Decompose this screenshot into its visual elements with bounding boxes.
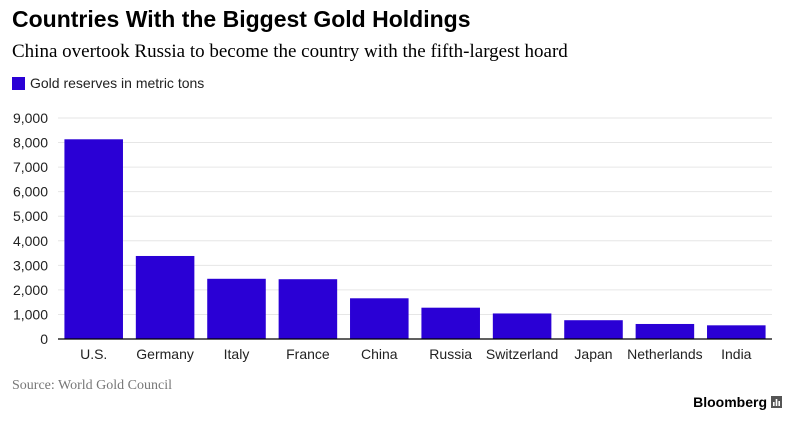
x-tick-label: Switzerland (486, 346, 558, 362)
bar (278, 279, 338, 339)
bar (564, 320, 623, 339)
bar (707, 325, 766, 339)
x-tick-label: Russia (429, 346, 472, 362)
x-tick-label: India (721, 346, 752, 362)
x-tick-label: U.S. (80, 346, 107, 362)
x-tick-label: Japan (574, 346, 612, 362)
bar (350, 298, 409, 339)
y-tick-label: 3,000 (13, 257, 48, 273)
y-tick-label: 6,000 (13, 184, 48, 200)
brand-name: Bloomberg (693, 394, 767, 410)
bar (207, 278, 266, 339)
source-note: Source: World Gold Council (12, 378, 172, 393)
chart-title: Countries With the Biggest Gold Holdings (12, 6, 471, 32)
y-tick-label: 8,000 (13, 135, 48, 151)
chart-subtitle: China overtook Russia to become the coun… (12, 41, 568, 62)
x-tick-label: Netherlands (627, 346, 703, 362)
bar (492, 313, 552, 339)
x-tick-label: Germany (136, 346, 194, 362)
bar (635, 323, 695, 339)
y-tick-label: 0 (40, 331, 48, 347)
y-tick-label: 4,000 (13, 233, 48, 249)
x-tick-label: France (286, 346, 330, 362)
y-tick-label: 2,000 (13, 282, 48, 298)
y-tick-label: 1,000 (13, 306, 48, 322)
x-tick-label: Italy (224, 346, 250, 362)
y-tick-label: 7,000 (13, 159, 48, 175)
brand: Bloomberg (693, 394, 782, 410)
x-tick-label: China (361, 346, 398, 362)
bar (64, 139, 123, 339)
legend: Gold reserves in metric tons (12, 74, 204, 92)
bar (421, 307, 480, 339)
bar (135, 255, 195, 339)
y-tick-label: 5,000 (13, 208, 48, 224)
legend-swatch (12, 76, 25, 90)
legend-label: Gold reserves in metric tons (30, 75, 205, 91)
bar-chart-icon (771, 396, 782, 408)
y-tick-label: 9,000 (13, 110, 48, 126)
